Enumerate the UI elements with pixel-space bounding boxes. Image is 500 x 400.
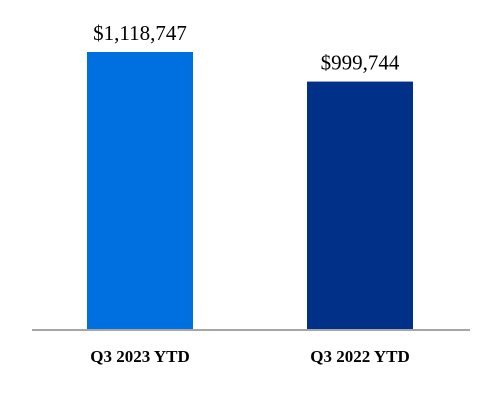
bar-value-label-2: $999,744 [321, 51, 400, 75]
bar-value-label-1: $1,118,747 [93, 21, 187, 45]
value-labels-group: $1,118,747 $999,744 [93, 21, 400, 75]
bar-1 [87, 52, 193, 330]
bar-2 [307, 81, 413, 331]
category-label-1: Q3 2023 YTD [90, 347, 190, 366]
category-labels-group: Q3 2023 YTD Q3 2022 YTD [90, 347, 410, 366]
category-label-2: Q3 2022 YTD [310, 347, 410, 366]
bars-group [87, 52, 413, 331]
